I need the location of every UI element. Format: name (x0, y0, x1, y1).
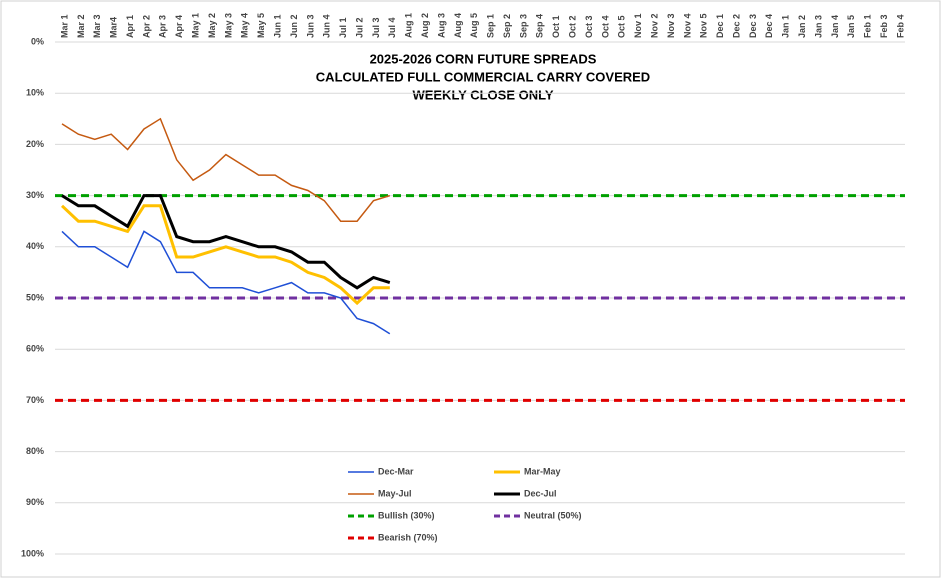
x-tick-label: Jan 1 (781, 15, 791, 38)
chart-title: CALCULATED FULL COMMERCIAL CARRY COVERED (316, 69, 650, 84)
chart-title: WEEKLY CLOSE ONLY (412, 87, 553, 102)
x-tick-label: Jul 1 (338, 17, 348, 38)
x-tick-label: Oct 1 (551, 15, 561, 38)
y-tick-label: 0% (31, 36, 44, 46)
x-tick-label: May 4 (240, 13, 250, 38)
y-tick-label: 60% (26, 344, 44, 354)
x-tick-label: Dec 3 (748, 14, 758, 38)
x-tick-label: Dec 1 (715, 14, 725, 38)
x-tick-label: Mar 3 (92, 14, 102, 38)
x-tick-label: Oct 4 (600, 15, 610, 38)
x-tick-label: Nov 4 (682, 13, 692, 38)
legend-label: Neutral (50%) (524, 510, 582, 520)
x-tick-label: Jul 3 (371, 17, 381, 38)
x-tick-label: Jan 3 (813, 15, 823, 38)
x-tick-label: Feb 3 (879, 14, 889, 38)
legend-label: Bullish (30%) (378, 510, 435, 520)
x-tick-label: May 1 (191, 13, 201, 38)
x-tick-label: Oct 2 (568, 15, 578, 38)
x-tick-label: Feb 4 (895, 14, 905, 38)
x-tick-label: Apr 1 (125, 15, 135, 38)
x-tick-label: Dec 2 (731, 14, 741, 38)
x-tick-label: Oct 3 (584, 15, 594, 38)
x-tick-label: Jan 4 (830, 15, 840, 38)
x-tick-label: Jan 5 (846, 15, 856, 38)
y-tick-label: 20% (26, 139, 44, 149)
x-tick-label: Mar 1 (59, 14, 69, 38)
x-tick-label: Feb 1 (863, 14, 873, 38)
x-tick-label: Apr 2 (141, 15, 151, 38)
legend-label: Dec-Mar (378, 466, 414, 476)
x-tick-label: Sep 3 (518, 14, 528, 38)
x-tick-label: Aug 5 (469, 13, 479, 38)
x-tick-label: Jun 4 (322, 14, 332, 38)
y-tick-label: 90% (26, 497, 44, 507)
x-tick-label: Dec 4 (764, 14, 774, 38)
legend-label: Mar-May (524, 466, 561, 476)
x-tick-label: Aug 3 (436, 13, 446, 38)
x-tick-label: May 2 (207, 13, 217, 38)
x-tick-label: Aug 1 (404, 13, 414, 38)
x-tick-label: Apr 4 (174, 15, 184, 38)
x-tick-label: Sep 2 (502, 14, 512, 38)
x-tick-label: Mar 2 (76, 14, 86, 38)
x-tick-label: Oct 5 (617, 15, 627, 38)
x-tick-label: Aug 4 (453, 13, 463, 38)
y-tick-label: 80% (26, 446, 44, 456)
y-tick-label: 30% (26, 190, 44, 200)
x-tick-label: Mar4 (109, 17, 119, 38)
x-tick-label: Sep 4 (535, 14, 545, 38)
x-tick-label: Jul 2 (354, 17, 364, 38)
series-line (61, 117, 391, 222)
x-tick-label: Nov 5 (699, 13, 709, 38)
x-tick-label: May 3 (223, 13, 233, 38)
y-tick-label: 10% (26, 88, 44, 98)
y-tick-label: 70% (26, 395, 44, 405)
x-tick-label: Jan 2 (797, 15, 807, 38)
x-tick-label: Jun 2 (289, 14, 299, 38)
x-tick-label: Apr 3 (158, 15, 168, 38)
x-tick-label: Sep 1 (486, 14, 496, 38)
x-tick-label: Aug 2 (420, 13, 430, 38)
legend-label: May-Jul (378, 488, 412, 498)
x-tick-label: Nov 2 (649, 13, 659, 38)
series-line (61, 230, 391, 335)
series-line (61, 194, 391, 290)
x-tick-label: Jul 4 (387, 17, 397, 38)
chart-title: 2025-2026 CORN FUTURE SPREADS (370, 51, 597, 66)
x-tick-label: Jun 1 (272, 14, 282, 38)
x-tick-label: Jun 3 (305, 14, 315, 38)
y-tick-label: 50% (26, 292, 44, 302)
x-tick-label: Nov 3 (666, 13, 676, 38)
legend-label: Bearish (70%) (378, 532, 438, 542)
legend-label: Dec-Jul (524, 488, 557, 498)
y-tick-label: 100% (21, 548, 44, 558)
y-tick-label: 40% (26, 241, 44, 251)
x-tick-label: Nov 1 (633, 13, 643, 38)
series-line (60, 204, 390, 306)
x-tick-label: May 5 (256, 13, 266, 38)
